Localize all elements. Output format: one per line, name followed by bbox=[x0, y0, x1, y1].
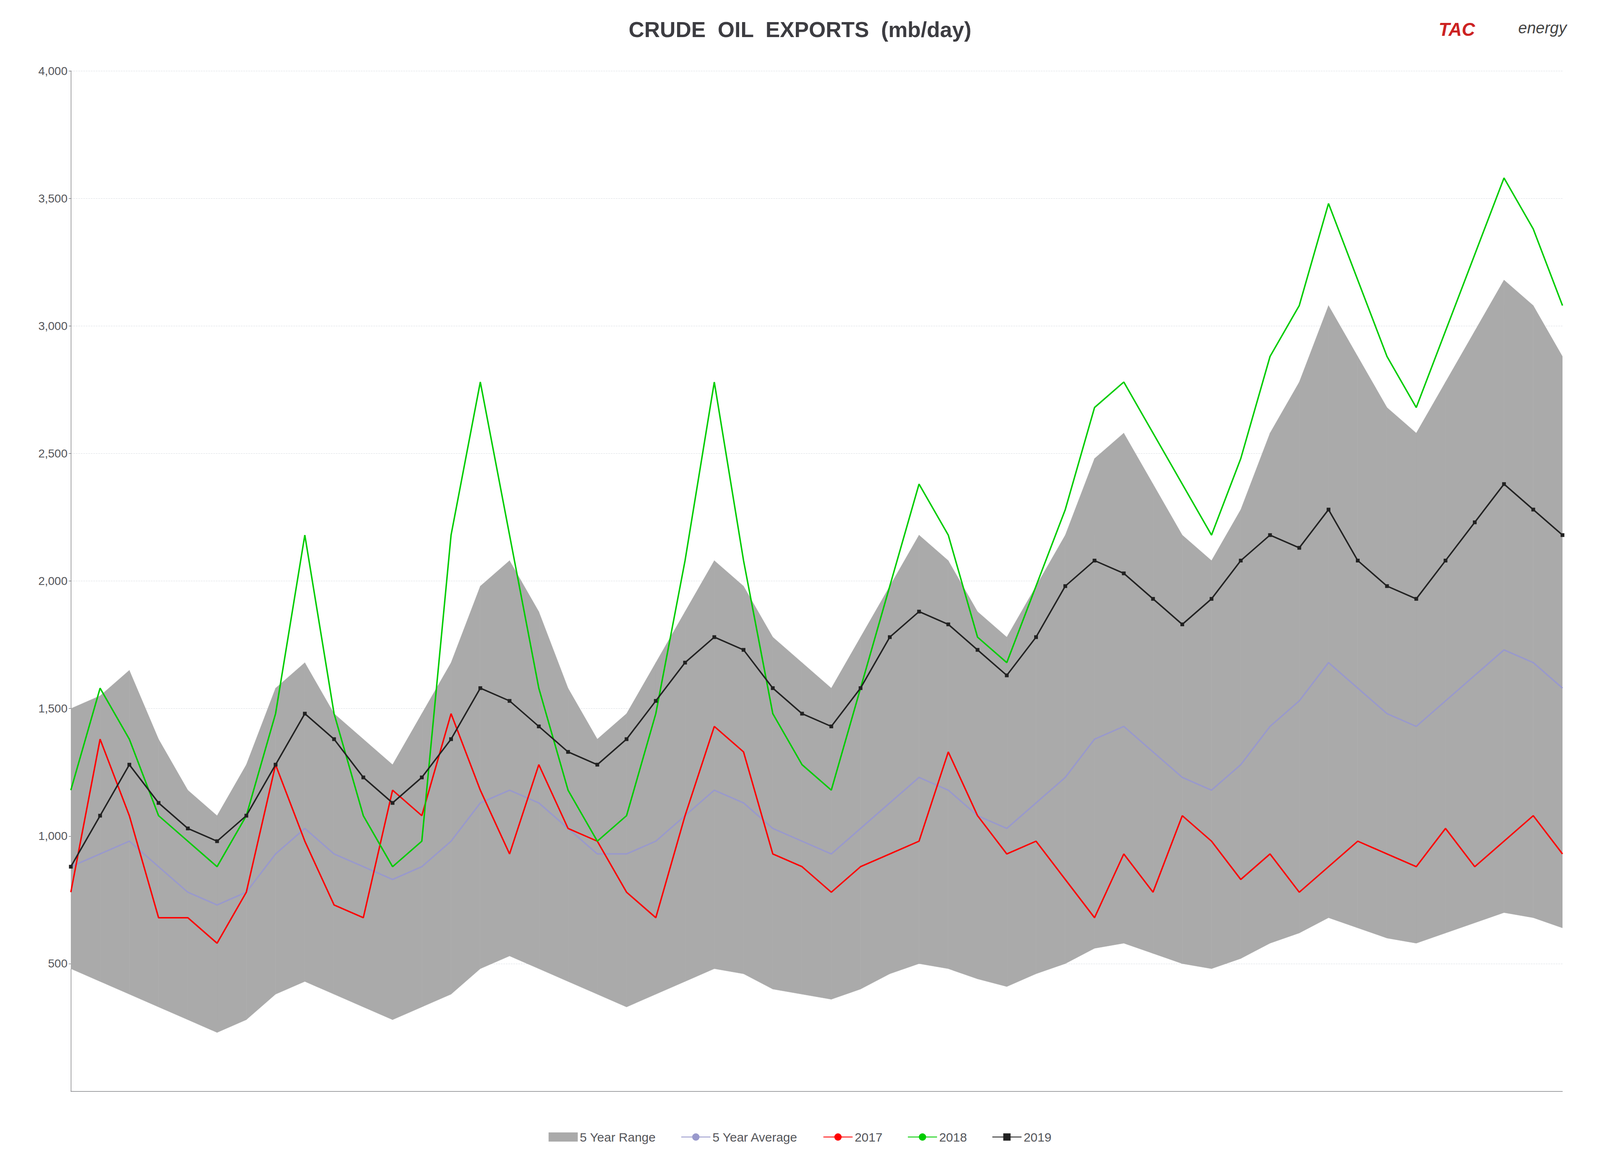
svg-text:2019: 2019 bbox=[1023, 1130, 1052, 1145]
svg-text:TAC: TAC bbox=[1438, 19, 1476, 40]
svg-text:500: 500 bbox=[47, 957, 68, 970]
svg-text:3,000: 3,000 bbox=[38, 319, 68, 333]
svg-text:energy: energy bbox=[1518, 19, 1568, 37]
svg-text:5 Year Average: 5 Year Average bbox=[712, 1130, 798, 1145]
svg-text:2,000: 2,000 bbox=[38, 574, 68, 588]
svg-text:2018: 2018 bbox=[939, 1130, 968, 1145]
svg-text:1,000: 1,000 bbox=[38, 829, 68, 843]
svg-text:1,500: 1,500 bbox=[38, 702, 68, 715]
svg-text:4,000: 4,000 bbox=[38, 64, 68, 78]
svg-text:3,500: 3,500 bbox=[38, 192, 68, 205]
svg-text:5 Year Range: 5 Year Range bbox=[580, 1130, 656, 1145]
svg-text:2017: 2017 bbox=[854, 1130, 883, 1145]
svg-text:2,500: 2,500 bbox=[38, 447, 68, 460]
svg-text:CRUDE OIL EXPORTS (mb/day): CRUDE OIL EXPORTS (mb/day) bbox=[628, 17, 972, 42]
